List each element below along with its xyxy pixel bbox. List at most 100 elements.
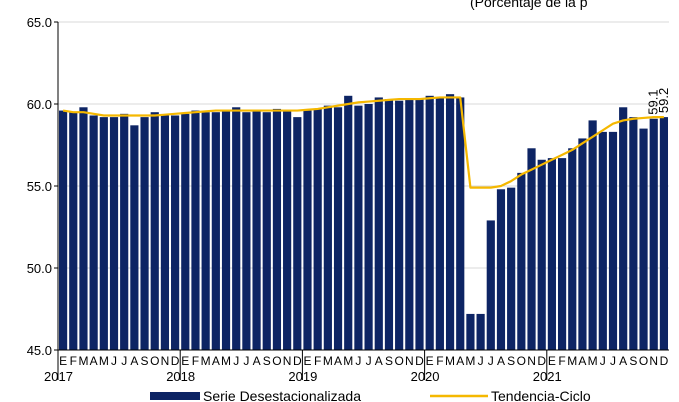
bar: [201, 112, 210, 350]
bar: [527, 148, 536, 350]
bar: [344, 95, 353, 350]
year-label: 2019: [288, 369, 317, 384]
bar: [211, 112, 220, 350]
bar: [191, 110, 200, 350]
bar: [262, 112, 271, 350]
bar: [547, 158, 556, 350]
bar: [659, 117, 668, 351]
bar: [59, 110, 68, 350]
month-label: D: [415, 354, 424, 368]
legend-swatch-bar: [150, 392, 200, 400]
month-label: M: [567, 354, 577, 368]
bar: [364, 104, 373, 350]
month-label: J: [233, 354, 239, 368]
month-label: J: [366, 354, 372, 368]
month-label: J: [355, 354, 361, 368]
bar: [242, 112, 251, 350]
bar: [221, 110, 231, 350]
month-label: S: [629, 354, 637, 368]
bar: [415, 99, 424, 350]
month-label: F: [70, 354, 77, 368]
bar: [333, 107, 343, 350]
bar: [384, 99, 394, 350]
month-label: A: [375, 354, 383, 368]
month-label: J: [478, 354, 484, 368]
month-label: A: [130, 354, 138, 368]
bar: [456, 97, 465, 350]
month-label: N: [649, 354, 658, 368]
bar: [150, 112, 159, 350]
y-tick-label: 45.0: [27, 343, 52, 358]
month-label: A: [253, 354, 261, 368]
bar: [160, 115, 170, 350]
month-label: M: [588, 354, 598, 368]
bar: [486, 220, 495, 350]
bar-series: [59, 94, 668, 351]
month-label: S: [507, 354, 515, 368]
bar: [476, 313, 485, 350]
bar: [323, 105, 332, 350]
month-label: A: [334, 354, 342, 368]
month-label: N: [405, 354, 414, 368]
year-label: 2020: [411, 369, 440, 384]
month-label: M: [221, 354, 231, 368]
bar: [354, 105, 363, 350]
month-label: J: [121, 354, 127, 368]
month-label: D: [660, 354, 669, 368]
bar: [619, 107, 628, 350]
bar: [89, 115, 98, 350]
month-label: F: [558, 354, 565, 368]
bar: [171, 115, 180, 350]
month-label: E: [426, 354, 434, 368]
year-label: 2021: [533, 369, 562, 384]
bar: [445, 94, 455, 350]
month-label: J: [111, 354, 117, 368]
month-label: O: [639, 354, 648, 368]
month-label: E: [181, 354, 189, 368]
month-label: M: [323, 354, 333, 368]
bar: [140, 117, 149, 351]
bar: [69, 112, 78, 350]
month-label: E: [548, 354, 556, 368]
month-label: N: [527, 354, 536, 368]
month-label: O: [394, 354, 403, 368]
bar: [649, 118, 658, 350]
y-tick-label: 50.0: [27, 261, 52, 276]
data-label: 59.2: [656, 88, 671, 113]
gridlines: [58, 21, 669, 269]
bar: [79, 107, 88, 350]
month-label: J: [488, 354, 494, 368]
year-label: 2018: [166, 369, 195, 384]
y-axis-ticks: 45.0 50.0 55.0 60.0 65.0: [27, 15, 58, 358]
month-label: O: [517, 354, 526, 368]
bar: [283, 110, 292, 350]
bar: [629, 117, 638, 351]
bar: [639, 128, 648, 350]
year-label: 2017: [44, 369, 73, 384]
month-label: M: [343, 354, 353, 368]
month-label: M: [465, 354, 475, 368]
bar: [588, 120, 597, 351]
bar: [557, 158, 567, 350]
bar: [313, 108, 322, 350]
bar: [109, 117, 119, 351]
month-label: J: [600, 354, 606, 368]
month-label: F: [314, 354, 321, 368]
month-label: M: [201, 354, 211, 368]
month-label: M: [78, 354, 88, 368]
month-label: E: [303, 354, 311, 368]
bar: [293, 117, 302, 351]
month-label: A: [90, 354, 98, 368]
trend-series: [62, 96, 664, 189]
bar: [120, 113, 129, 350]
bar: [517, 172, 526, 350]
bar: [537, 159, 546, 350]
bar: [130, 125, 139, 350]
bar: [425, 95, 434, 350]
y-tick-label: 65.0: [27, 15, 52, 30]
bar: [507, 187, 516, 350]
month-label: D: [537, 354, 546, 368]
bar: [598, 131, 607, 350]
